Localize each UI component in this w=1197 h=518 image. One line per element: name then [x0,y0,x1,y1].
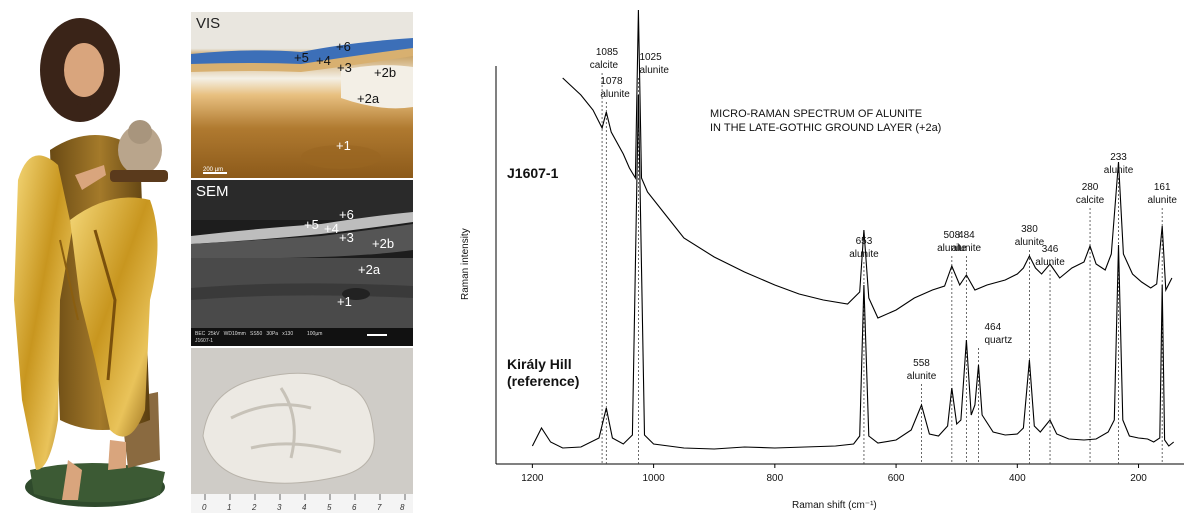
sem-layer-6: +6 [339,207,354,222]
ruler-num-3: 3 [277,503,282,512]
peak-label-558-line1: 558 [913,358,930,369]
peak-label-1078-line1: 1078 [600,76,623,87]
ruler-num-0: 0 [202,503,207,512]
statue-photo [0,0,185,513]
peak-label-1025-line1: 1025 [639,52,662,63]
series-line-1 [531,94,1175,450]
peak-label-464-line2: quartz [985,335,1013,346]
ruler-num-1: 1 [227,503,232,512]
ruler-num-4: 4 [302,503,307,512]
ruler-num-7: 7 [377,503,382,512]
sem-layer-5: +5 [304,217,319,232]
x-tick-label-800: 800 [766,473,783,484]
x-tick-label-200: 200 [1130,473,1147,484]
peak-label-233-line2: alunite [1104,165,1134,176]
vis-layer-6: +6 [336,39,351,54]
peak-label-653-line1: 653 [856,236,873,247]
vis-layer-1: +1 [336,138,351,153]
ruler-num-6: 6 [352,503,357,512]
x-tick-label-600: 600 [888,473,905,484]
peak-label-346-line2: alunite [1035,257,1065,268]
peak-label-1085-line2: calcite [590,60,619,71]
peak-label-508-line2: alunite [937,243,967,254]
peak-label-161-line1: 161 [1154,182,1171,193]
peak-label-1085-line1: 1085 [596,47,619,58]
series-line-0 [562,9,1173,319]
peak-label-280-line1: 280 [1082,182,1099,193]
vis-layer-2b: +2b [374,65,397,80]
ruler-num-2: 2 [252,503,257,512]
sem-layer-2a: +2a [358,262,381,277]
peak-label-484-line1: 484 [958,230,975,241]
vis-layer-4: +4 [316,53,331,68]
peak-label-161-line2: alunite [1147,195,1177,206]
sem-info-line1: BEC 25kV WD10mm SS50 30Pa x130 100µm [195,331,323,337]
y-axis-label: Raman intensity [460,228,471,300]
sem-layer-2b: +2b [372,236,395,251]
sem-micrograph: SEM +6 +5 +4 +3 +2b +2a +1 BEC 25kV WD10… [191,180,413,346]
x-tick-label-400: 400 [1009,473,1026,484]
sem-title: SEM [196,183,229,200]
peak-label-484-line2: alunite [952,243,982,254]
peak-label-1025-line2: alunite [639,65,669,76]
x-axis-label: Raman shift (cm⁻¹) [792,500,877,511]
peak-label-346-line1: 346 [1042,244,1059,255]
vis-layer-2a: +2a [357,91,380,106]
peak-label-653-line2: alunite [849,249,879,260]
x-tick-label-1200: 1200 [521,473,544,484]
ruler-num-8: 8 [400,503,405,512]
sem-layer-1: +1 [337,294,352,309]
series-label-kiraly-line2: (reference) [507,373,579,389]
vis-title: VIS [196,15,221,32]
vis-scalebar-label: 200 µm [203,167,224,173]
ruler-num-5: 5 [327,503,332,512]
raman-spectrum-chart: 1200 1000 800 600 400 200 1085 calcite 1078 alun… [430,0,1197,513]
series-label-kiraly-line1: Király Hill [507,356,572,372]
sem-layer-4: +4 [324,221,339,236]
peak-label-1078-line2: alunite [600,89,630,100]
peak-label-464-line1: 464 [985,322,1002,333]
alunite-rock-photo: 0 1 2 3 4 5 6 7 8 [191,348,413,513]
series-label-j1607: J1607-1 [507,165,559,181]
peak-label-380-line1: 380 [1021,224,1038,235]
sem-info-line2: J1607-1 [195,338,214,344]
peak-label-280-line2: calcite [1076,195,1105,206]
vis-layer-5: +5 [294,50,309,65]
vis-micrograph: VIS +6 +5 +4 +3 +2b +2a +1 200 µm [191,12,413,178]
peak-label-380-line2: alunite [1015,237,1045,248]
peak-label-508-line1: 508 [943,230,960,241]
chart-subtitle: IN THE LATE-GOTHIC GROUND LAYER (+2a) [710,122,941,134]
chart-title: MICRO-RAMAN SPECTRUM OF ALUNITE [710,108,922,120]
x-tick-label-1000: 1000 [642,473,665,484]
peak-label-233-line1: 233 [1110,152,1127,163]
peak-label-558-line2: alunite [907,371,937,382]
vis-layer-3: +3 [337,60,352,75]
sem-layer-3: +3 [339,230,354,245]
